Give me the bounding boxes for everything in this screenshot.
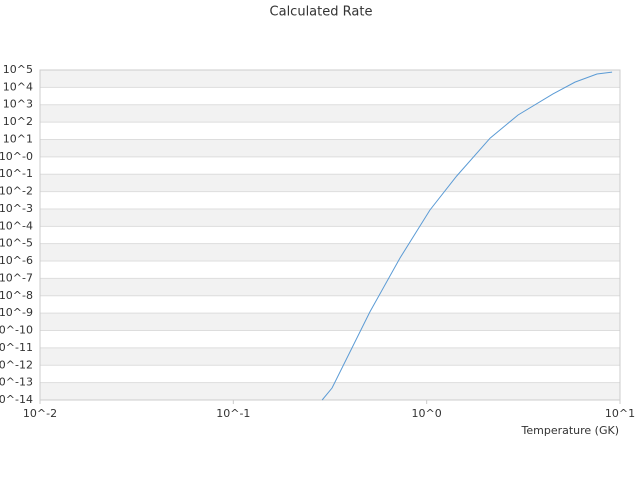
x-tick-label: 10^-1 [216, 407, 250, 420]
y-tick-label: 10^-11 [0, 341, 33, 354]
y-tick-label: 10^2 [3, 115, 33, 128]
x-tick-label: 10^1 [605, 407, 635, 420]
grid-band [40, 278, 620, 296]
y-tick-label: 10^-9 [0, 306, 33, 319]
grid-band [40, 70, 620, 88]
grid-band [40, 104, 620, 123]
y-tick-label: 10^5 [3, 63, 33, 76]
y-tick-label: 10^-2 [0, 185, 33, 198]
y-tick-label: 10^3 [3, 98, 33, 111]
data-line [321, 71, 613, 401]
y-tick-label: 10^4 [3, 80, 33, 93]
grid-band [40, 139, 620, 157]
x-tick-label: 10^-2 [23, 407, 57, 420]
y-tick-label: 10^-0 [0, 150, 33, 163]
grid-band [40, 347, 620, 366]
x-tick-label: 10^0 [412, 407, 442, 420]
y-tick-label: 10^-10 [0, 324, 33, 337]
grid-band [40, 174, 620, 192]
y-tick-label: 10^-13 [0, 376, 33, 389]
y-tick-label: 10^-3 [0, 202, 33, 215]
y-tick-label: 10^-7 [0, 271, 33, 284]
grid-band [40, 208, 620, 227]
plot-border [39, 69, 621, 401]
chart-title: Calculated Rate [270, 5, 373, 20]
y-tick-label: 10^-1 [0, 167, 33, 180]
grid-band [40, 243, 620, 262]
y-tick-label: 10^-4 [0, 219, 33, 232]
plot-background [40, 70, 620, 400]
x-axis-label: Temperature (GK) [521, 424, 620, 437]
y-tick-label: 10^-8 [0, 289, 33, 302]
grid-band [40, 382, 620, 400]
grid-band [40, 313, 620, 331]
y-tick-label: 10^-12 [0, 358, 33, 371]
y-tick-label: 10^1 [3, 132, 33, 145]
y-tick-label: 10^-6 [0, 254, 33, 267]
y-tick-label: 10^-14 [0, 393, 33, 406]
y-tick-label: 10^-5 [0, 237, 33, 250]
